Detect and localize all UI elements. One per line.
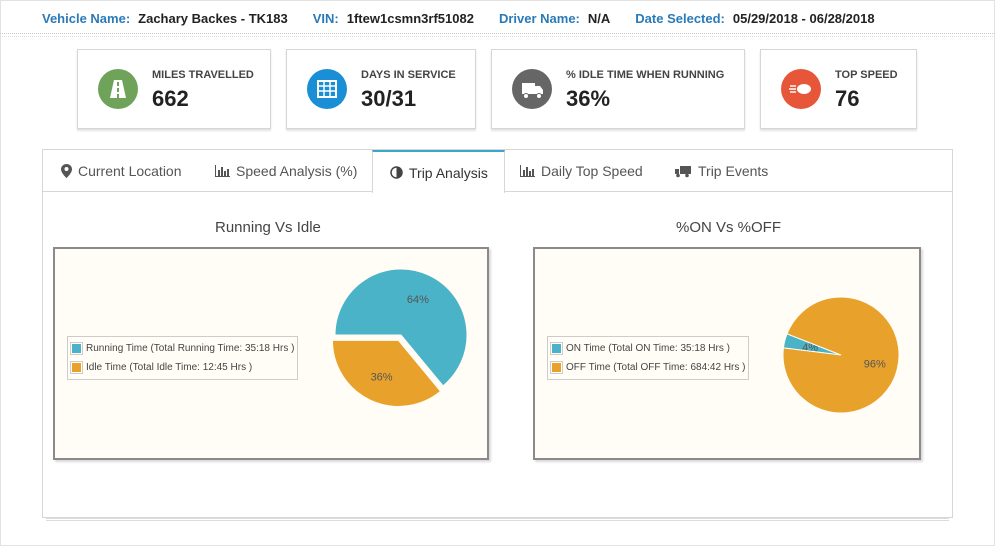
driver-name-label: Driver Name: bbox=[498, 10, 580, 26]
stat-label: DAYS IN SERVICE bbox=[361, 69, 456, 81]
tab-trip-events[interactable]: Trip Events bbox=[675, 150, 768, 192]
stat-label: MILES TRAVELLED bbox=[152, 69, 254, 81]
pie-slice bbox=[331, 339, 442, 407]
legend-swatch bbox=[550, 342, 563, 355]
stat-card-top-speed: TOP SPEED 76 bbox=[760, 49, 917, 129]
chart-title-on-vs-off: %ON Vs %OFF bbox=[676, 219, 782, 236]
pie-on-vs-off: 4%96% bbox=[782, 296, 900, 414]
legend-item-idle: Idle Time (Total Idle Time: 12:45 Hrs ) bbox=[70, 358, 294, 377]
header-divider-secondary bbox=[0, 36, 995, 37]
panel-shadow bbox=[46, 518, 949, 521]
chart-running-vs-idle: Running Time (Total Running Time: 35:18 … bbox=[53, 247, 489, 460]
tab-bar: Current Location Speed Analysis (%) Trip… bbox=[43, 150, 952, 193]
legend-label: OFF Time (Total OFF Time: 684:42 Hrs ) bbox=[566, 362, 746, 373]
chart-legend: Running Time (Total Running Time: 35:18 … bbox=[67, 336, 299, 380]
tab-label: Trip Events bbox=[698, 163, 769, 179]
vehicle-name-label: Vehicle Name: bbox=[42, 10, 131, 26]
pie-slice-label: 36% bbox=[371, 371, 393, 383]
vehicle-info-header: Vehicle Name: Zachary Backes - TK183 VIN… bbox=[42, 10, 875, 26]
pie-slice-label: 96% bbox=[864, 359, 886, 371]
legend-item-off: OFF Time (Total OFF Time: 684:42 Hrs ) bbox=[550, 358, 746, 377]
pie-slice bbox=[334, 268, 468, 387]
date-selected-label: Date Selected: bbox=[635, 10, 725, 26]
tab-speed-analysis[interactable]: Speed Analysis (%) bbox=[215, 150, 357, 192]
tab-daily-top-speed[interactable]: Daily Top Speed bbox=[520, 150, 643, 192]
chart-title-running-vs-idle: Running Vs Idle bbox=[215, 219, 321, 236]
stat-label: TOP SPEED bbox=[835, 69, 898, 81]
calendar-icon bbox=[307, 69, 347, 109]
legend-swatch bbox=[550, 361, 563, 374]
tab-label: Trip Analysis bbox=[409, 164, 488, 181]
tab-trip-analysis[interactable]: Trip Analysis bbox=[372, 150, 505, 193]
stat-card-idle: % IDLE TIME WHEN RUNNING 36% bbox=[491, 49, 745, 129]
pie-slice bbox=[782, 296, 900, 414]
tab-label: Daily Top Speed bbox=[541, 163, 643, 179]
road-icon bbox=[98, 69, 138, 109]
legend-label: Running Time (Total Running Time: 35:18 … bbox=[86, 343, 295, 354]
stat-card-days: DAYS IN SERVICE 30/31 bbox=[286, 49, 476, 129]
stat-value: 30/31 bbox=[361, 86, 417, 111]
stat-value: 662 bbox=[152, 86, 189, 111]
truck-icon bbox=[512, 69, 552, 109]
tab-current-location[interactable]: Current Location bbox=[61, 150, 182, 192]
chart-on-vs-off: ON Time (Total ON Time: 35:18 Hrs ) OFF … bbox=[533, 247, 921, 460]
tab-label: Current Location bbox=[78, 163, 182, 179]
driver-name-value: N/A bbox=[587, 10, 611, 26]
stat-value: 36% bbox=[566, 86, 611, 111]
stat-value: 76 bbox=[835, 86, 860, 111]
vehicle-name-value: Zachary Backes - TK183 bbox=[138, 10, 288, 26]
map-marker-icon bbox=[61, 164, 72, 178]
vin-value: 1ftew1csmn3rf51082 bbox=[346, 10, 474, 26]
pie-slice-label: 64% bbox=[407, 294, 429, 306]
legend-swatch bbox=[70, 342, 83, 355]
vin-label: VIN: bbox=[312, 10, 339, 26]
speed-icon bbox=[781, 69, 821, 109]
date-selected-value: 05/29/2018 - 06/28/2018 bbox=[732, 10, 875, 26]
header-divider bbox=[0, 33, 995, 34]
bar-chart-icon bbox=[215, 165, 230, 177]
tab-label: Speed Analysis (%) bbox=[236, 163, 358, 179]
stat-label: % IDLE TIME WHEN RUNNING bbox=[566, 69, 725, 81]
legend-item-running: Running Time (Total Running Time: 35:18 … bbox=[70, 339, 295, 358]
legend-item-on: ON Time (Total ON Time: 35:18 Hrs ) bbox=[550, 339, 745, 358]
pie-running-vs-idle: 64% 36% bbox=[331, 268, 468, 407]
truck-icon bbox=[675, 165, 691, 177]
legend-swatch bbox=[70, 361, 83, 374]
legend-label: Idle Time (Total Idle Time: 12:45 Hrs ) bbox=[86, 362, 253, 373]
legend-label: ON Time (Total ON Time: 35:18 Hrs ) bbox=[566, 343, 730, 354]
pie-chart-icon bbox=[390, 166, 403, 179]
analysis-panel: Current Location Speed Analysis (%) Trip… bbox=[42, 149, 953, 518]
stat-card-miles: MILES TRAVELLED 662 bbox=[77, 49, 271, 129]
chart-legend: ON Time (Total ON Time: 35:18 Hrs ) OFF … bbox=[547, 336, 750, 380]
bar-chart-icon bbox=[520, 165, 535, 177]
